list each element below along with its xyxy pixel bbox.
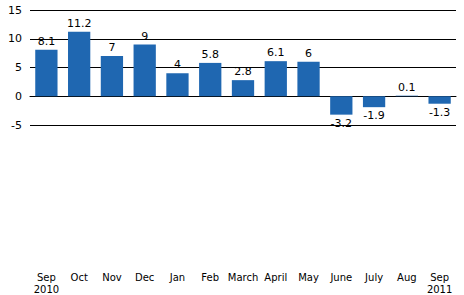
svg-text:10: 10 bbox=[8, 32, 22, 45]
svg-text:11.2: 11.2 bbox=[67, 17, 92, 30]
svg-text:Aug: Aug bbox=[397, 272, 417, 283]
svg-text:May: May bbox=[298, 272, 319, 283]
svg-text:June: June bbox=[329, 272, 352, 283]
svg-text:-1.9: -1.9 bbox=[363, 109, 384, 122]
svg-text:Feb: Feb bbox=[201, 272, 219, 283]
svg-text:7: 7 bbox=[108, 41, 115, 54]
svg-text:2011: 2011 bbox=[427, 284, 452, 295]
svg-text:6: 6 bbox=[305, 47, 312, 60]
svg-text:-3.2: -3.2 bbox=[331, 117, 352, 130]
svg-text:-1.3: -1.3 bbox=[429, 106, 450, 119]
svg-text:2.8: 2.8 bbox=[234, 65, 252, 78]
svg-text:Sep: Sep bbox=[37, 272, 56, 283]
svg-text:July: July bbox=[364, 272, 383, 283]
svg-text:-5: -5 bbox=[11, 119, 22, 132]
svg-text:4: 4 bbox=[174, 58, 181, 71]
svg-text:March: March bbox=[228, 272, 258, 283]
svg-text:0: 0 bbox=[15, 90, 22, 103]
svg-text:15: 15 bbox=[8, 4, 22, 17]
svg-text:Dec: Dec bbox=[135, 272, 154, 283]
svg-text:6.1: 6.1 bbox=[267, 46, 285, 59]
svg-text:5: 5 bbox=[15, 61, 22, 74]
svg-text:2010: 2010 bbox=[34, 284, 59, 295]
svg-text:5.8: 5.8 bbox=[201, 48, 219, 61]
svg-text:8.1: 8.1 bbox=[38, 35, 56, 48]
svg-text:Oct: Oct bbox=[71, 272, 88, 283]
svg-text:9: 9 bbox=[141, 30, 148, 43]
svg-text:Sep: Sep bbox=[430, 272, 449, 283]
svg-text:0.1: 0.1 bbox=[398, 81, 416, 94]
svg-text:Jan: Jan bbox=[169, 272, 185, 283]
svg-text:Nov: Nov bbox=[102, 272, 122, 283]
svg-text:April: April bbox=[264, 272, 287, 283]
